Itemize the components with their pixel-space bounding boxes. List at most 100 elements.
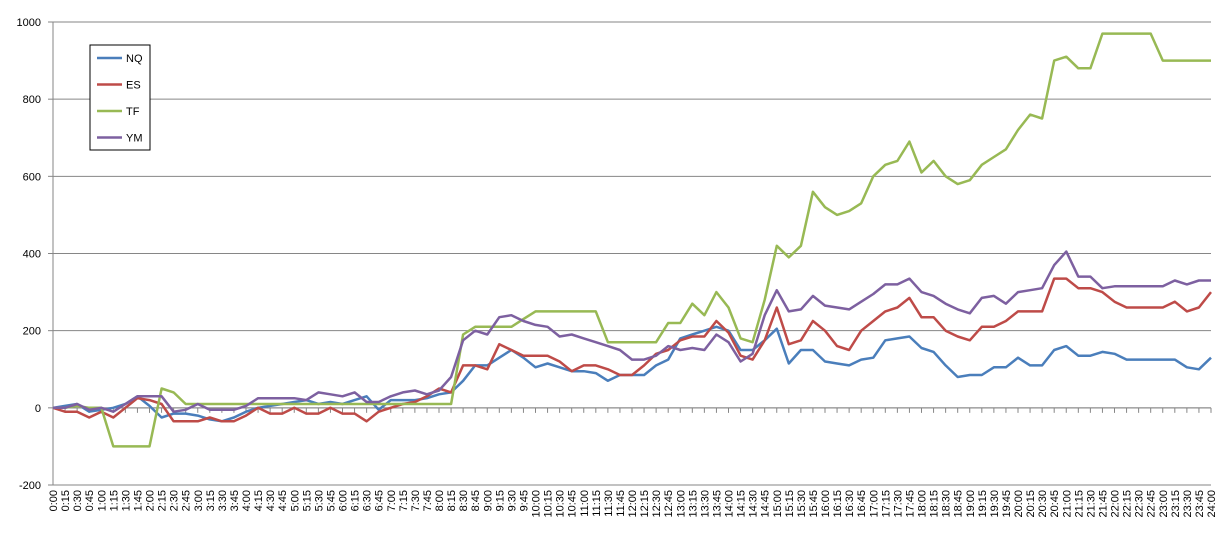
x-tick-label: 23:30 [1182, 490, 1194, 518]
x-tick-label: 10:00 [531, 490, 543, 518]
x-tick-label: 12:45 [663, 490, 675, 518]
x-tick-label: 15:15 [784, 490, 796, 518]
y-tick-label: 1000 [17, 17, 41, 29]
x-tick-label: 14:00 [724, 490, 736, 518]
x-tick-label: 20:15 [1025, 490, 1037, 518]
x-tick-label: 6:15 [350, 490, 362, 511]
x-tick-label: 21:45 [1097, 490, 1109, 518]
x-tick-label: 2:15 [157, 490, 169, 511]
x-tick-label: 12:15 [639, 490, 651, 518]
legend-label: YM [126, 133, 143, 145]
y-tick-label: 800 [23, 94, 41, 106]
x-tick-label: 10:45 [567, 490, 579, 518]
x-tick-label: 18:00 [917, 490, 929, 518]
x-tick-label: 1:30 [120, 490, 132, 511]
x-tick-label: 1:15 [108, 490, 120, 511]
x-tick-label: 10:30 [555, 490, 567, 518]
x-tick-label: 1:45 [132, 490, 144, 511]
y-tick-label: 600 [23, 171, 41, 183]
x-tick-label: 2:30 [169, 490, 181, 511]
x-tick-label: 8:45 [470, 490, 482, 511]
x-tick-label: 7:00 [386, 490, 398, 511]
x-tick-label: 6:30 [362, 490, 374, 511]
x-tick-label: 0:15 [60, 490, 72, 511]
x-tick-label: 17:00 [868, 490, 880, 518]
x-tick-label: 4:30 [265, 490, 277, 511]
x-tick-label: 14:30 [748, 490, 760, 518]
x-tick-label: 13:00 [675, 490, 687, 518]
x-tick-label: 19:00 [965, 490, 977, 518]
x-tick-label: 5:00 [289, 490, 301, 511]
x-tick-label: 12:00 [627, 490, 639, 518]
x-tick-label: 11:45 [615, 490, 627, 517]
x-tick-label: 8:15 [446, 490, 458, 511]
x-tick-label: 19:15 [977, 490, 989, 518]
series-line [52, 277, 1212, 423]
x-tick-label: 16:15 [832, 490, 844, 518]
x-tick-label: 18:30 [941, 490, 953, 518]
x-tick-label: 17:15 [880, 490, 892, 518]
x-tick-label: 2:45 [181, 490, 193, 511]
x-tick-label: 18:15 [929, 490, 941, 518]
x-tick-label: 9:45 [518, 490, 530, 511]
x-tick-label: 14:15 [736, 490, 748, 518]
series-line [53, 250, 1211, 413]
x-tick-label: 7:45 [422, 490, 434, 511]
x-tick-label: 5:45 [325, 490, 337, 511]
x-tick-label: 8:30 [458, 490, 470, 511]
x-tick-label: 11:30 [603, 490, 615, 517]
x-tick-label: 8:00 [434, 490, 446, 511]
legend-label: TF [126, 106, 140, 118]
x-tick-label: 15:30 [796, 490, 808, 518]
x-tick-label: 22:45 [1146, 490, 1158, 518]
x-tick-label: 3:30 [217, 490, 229, 511]
x-tick-label: 15:45 [808, 490, 820, 518]
legend-box [89, 44, 151, 151]
x-tick-label: 10:15 [543, 490, 555, 518]
x-tick-label: 16:00 [820, 490, 832, 518]
x-tick-label: 9:30 [506, 490, 518, 511]
x-tick-label: 2:00 [145, 490, 157, 511]
x-tick-label: 23:00 [1158, 490, 1170, 518]
legend-label: NQ [126, 53, 143, 65]
y-tick-label: -200 [19, 480, 41, 492]
x-tick-label: 20:45 [1049, 490, 1061, 518]
x-tick-label: 17:30 [892, 490, 904, 518]
x-tick-label: 16:30 [844, 490, 856, 518]
x-tick-label: 0:00 [48, 490, 60, 511]
x-tick-label: 7:15 [398, 490, 410, 511]
x-tick-label: 6:45 [374, 490, 386, 511]
x-tick-label: 7:30 [410, 490, 422, 511]
x-tick-label: 19:30 [989, 490, 1001, 518]
legend-label: ES [126, 80, 141, 92]
x-tick-label: 11:00 [579, 490, 591, 517]
x-tick-label: 13:30 [699, 490, 711, 518]
x-tick-label: 20:00 [1013, 490, 1025, 518]
x-tick-label: 4:45 [277, 490, 289, 511]
x-tick-label: 22:15 [1122, 490, 1134, 518]
y-tick-label: 400 [23, 249, 41, 261]
x-tick-label: 19:45 [1001, 490, 1013, 518]
x-tick-label: 9:15 [494, 490, 506, 511]
series-line [53, 32, 1211, 448]
x-tick-label: 18:45 [953, 490, 965, 518]
x-tick-label: 17:45 [904, 490, 916, 518]
x-tick-label: 23:45 [1194, 490, 1206, 518]
x-tick-label: 15:00 [772, 490, 784, 518]
y-tick-label: 0 [35, 403, 41, 415]
x-tick-label: 24:00 [1206, 490, 1218, 518]
x-tick-label: 13:15 [687, 490, 699, 518]
x-tick-label: 5:15 [301, 490, 313, 511]
x-tick-label: 1:00 [96, 490, 108, 511]
x-tick-label: 3:15 [205, 490, 217, 511]
x-tick-label: 21:15 [1073, 490, 1085, 518]
x-tick-label: 3:45 [229, 490, 241, 511]
x-tick-label: 9:00 [482, 490, 494, 511]
x-tick-label: 20:30 [1037, 490, 1049, 518]
x-tick-label: 5:30 [313, 490, 325, 511]
legend: NQ ES TF YM [89, 44, 151, 151]
x-tick-label: 3:00 [193, 490, 205, 511]
x-tick-label: 21:30 [1085, 490, 1097, 518]
x-tick-label: 22:00 [1110, 490, 1122, 518]
